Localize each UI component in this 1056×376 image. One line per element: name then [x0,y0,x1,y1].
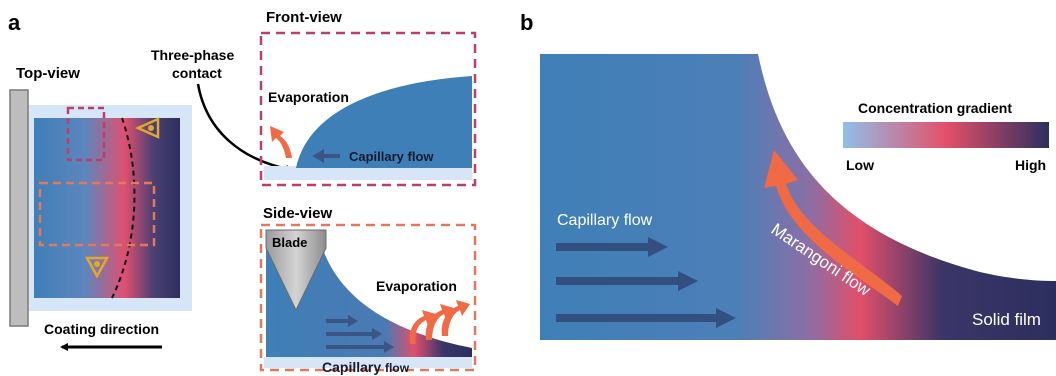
marangoni-arrow [764,150,902,306]
side-capillary-arrow-1 [326,315,358,327]
blade-label: Blade [272,235,307,250]
front-view-marker-box [66,106,106,162]
top-view-title: Top-view [16,65,80,82]
side-view-frame [259,223,477,372]
front-view-substrate [264,166,472,180]
panel-b-capillary-arrow-2 [556,271,698,291]
three-phase-contact-arrow [196,83,294,173]
side-view-substrate [264,357,472,368]
legend-gradient-bar [843,122,1049,148]
legend-high: High [1015,157,1046,173]
panel-b-capillary-flow: Capillary flow [557,212,653,229]
legend-title: Concentration gradient [858,100,1012,116]
side-evaporation-arrow-1 [409,310,436,344]
legend-low: Low [846,157,874,173]
front-view-capillary-flow: Capillary flow [349,149,434,164]
coating-direction-label: Coating direction [44,321,159,337]
panel-b-capillary-arrow-1 [556,237,668,257]
side-view-blade [265,229,327,312]
front-capillary-arrow [312,149,340,163]
coating-blade [9,89,29,327]
side-view-capillary-flow: Capillary flow [322,359,410,375]
side-capillary-arrow-3 [326,341,394,353]
panel-b-capillary-arrow-3 [556,308,736,328]
eye-icon [134,117,160,139]
solid-film-label: Solid film [972,310,1041,329]
contact-line [111,117,136,299]
side-evaporation-arrow-3 [441,300,470,336]
front-view-droplet [296,76,472,168]
side-view-marker-box [38,181,156,247]
three-phase-contact-label-2: contact [172,65,222,81]
front-view-evaporation: Evaporation [268,89,349,105]
side-evaporation-arrow-2 [425,304,454,340]
three-phase-contact-label-1: Three-phase [151,47,234,63]
front-view-frame [259,31,477,187]
panel-b-label: b [520,10,533,35]
top-view-solution [34,118,180,298]
side-view-evaporation: Evaporation [376,278,457,294]
panel-a-label: a [8,10,21,35]
panel-b-solution [540,54,1056,340]
side-capillary-arrow-2 [326,328,382,340]
front-view-title: Front-view [266,9,342,26]
eye-icon [84,256,110,279]
front-evaporation-arrow [270,126,292,158]
side-view-title: Side-view [263,205,333,222]
